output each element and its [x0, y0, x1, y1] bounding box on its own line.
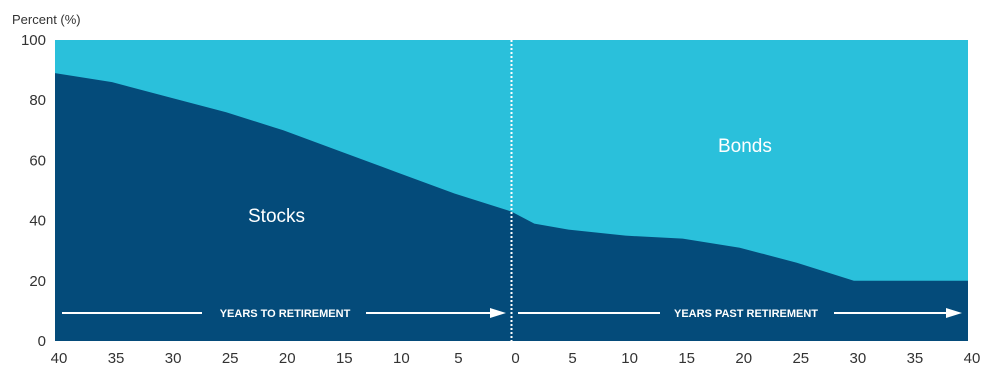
x-tick-label: 30 — [165, 350, 182, 367]
arrow-annotations: YEARS TO RETIREMENT YEARS PAST RETIREMEN… — [62, 308, 962, 320]
x-tick-label: 40 — [964, 350, 981, 367]
x-tick-label: 15 — [678, 350, 695, 367]
x-tick-label: 5 — [568, 350, 576, 367]
x-tick-label: 20 — [279, 350, 296, 367]
years-to-retirement-label: YEARS TO RETIREMENT — [220, 308, 351, 320]
years-past-retirement-label: YEARS PAST RETIREMENT — [674, 308, 818, 320]
x-tick-label: 30 — [850, 350, 867, 367]
y-tick-label: 80 — [29, 92, 46, 109]
y-axis-label: Percent (%) — [12, 12, 81, 27]
x-tick-label: 20 — [735, 350, 752, 367]
pre-arrowhead — [490, 308, 506, 318]
x-tick-label: 5 — [454, 350, 462, 367]
x-tick-label: 0 — [511, 350, 519, 367]
x-tick-label: 25 — [222, 350, 239, 367]
x-tick-label: 10 — [621, 350, 638, 367]
bonds-label: Bonds — [718, 136, 772, 157]
plot-area — [55, 40, 968, 342]
x-tick-label: 35 — [907, 350, 924, 367]
x-tick-label: 35 — [108, 350, 125, 367]
x-tick-label: 25 — [792, 350, 809, 367]
y-tick-label: 100 — [21, 32, 46, 49]
post-arrowhead — [946, 308, 962, 318]
y-tick-label: 60 — [29, 152, 46, 169]
x-tick-label: 10 — [393, 350, 410, 367]
y-tick-label: 0 — [38, 333, 46, 350]
stocks-label: Stocks — [248, 206, 305, 227]
y-tick-label: 40 — [29, 213, 46, 230]
x-tick-label: 40 — [51, 350, 68, 367]
stocks-area — [55, 73, 968, 342]
y-tick-label: 20 — [29, 273, 46, 290]
x-tick-label: 15 — [336, 350, 353, 367]
